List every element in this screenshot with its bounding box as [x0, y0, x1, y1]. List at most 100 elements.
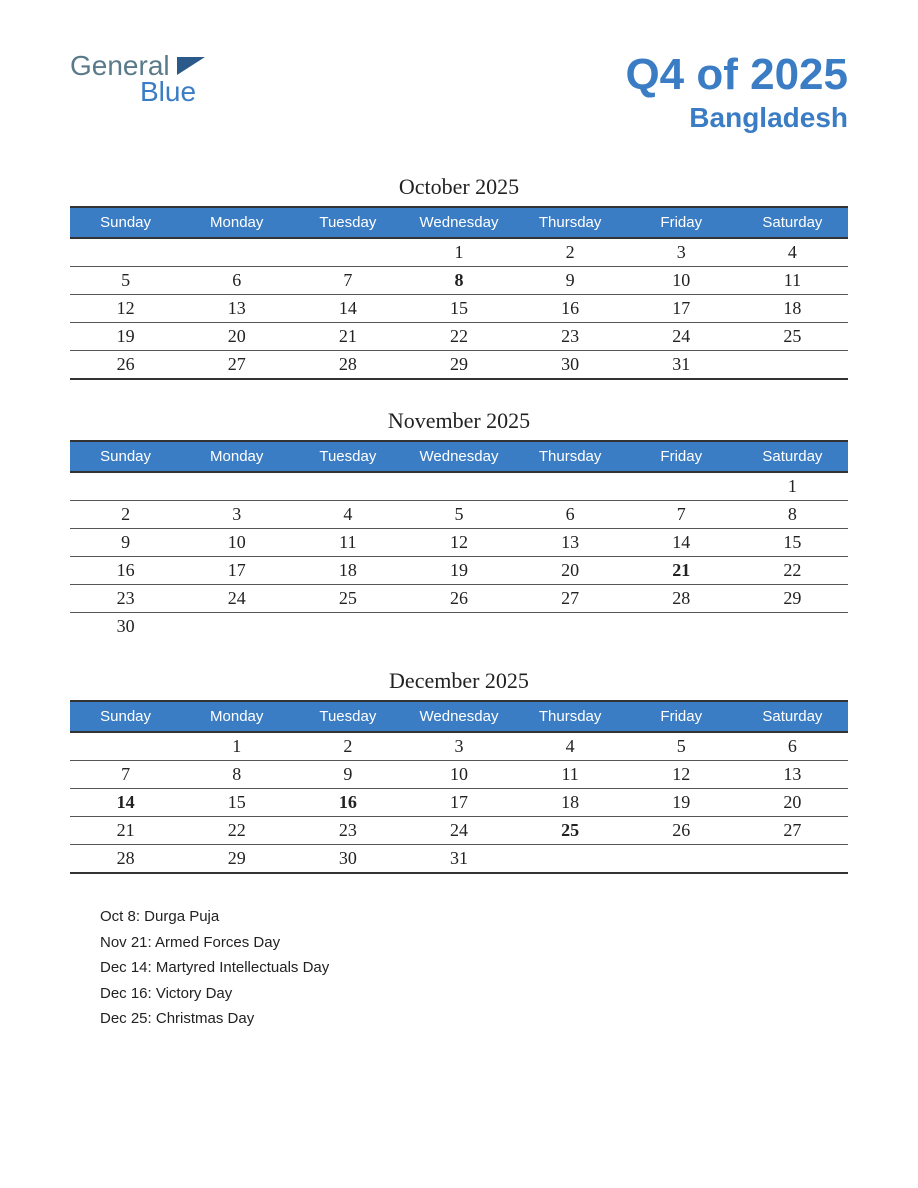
calendar-day: 29	[403, 351, 514, 380]
month-block: October 2025 SundayMondayTuesdayWednesday…	[70, 174, 848, 380]
calendar-day	[70, 472, 181, 501]
page-subtitle: Bangladesh	[625, 102, 848, 134]
calendar-day: 30	[70, 613, 181, 641]
holidays-list: Oct 8: Durga PujaNov 21: Armed Forces Da…	[100, 904, 848, 1032]
holiday-item: Dec 14: Martyred Intellectuals Day	[100, 955, 848, 981]
calendar-day: 9	[515, 267, 626, 295]
calendar-day: 28	[292, 351, 403, 380]
month-block: November 2025SundayMondayTuesdayWednesda…	[70, 408, 848, 640]
page-title: Q4 of 2025	[625, 50, 848, 100]
calendar-day	[737, 613, 848, 641]
calendar-day: 16	[515, 295, 626, 323]
calendar-day: 27	[515, 585, 626, 613]
calendar-day: 22	[403, 323, 514, 351]
calendar-day: 5	[70, 267, 181, 295]
calendar-day: 11	[292, 529, 403, 557]
calendar-day: 27	[181, 351, 292, 380]
calendar-day: 2	[515, 238, 626, 267]
day-header: Tuesday	[292, 207, 403, 238]
logo-text-blue: Blue	[140, 76, 196, 108]
calendar-day: 3	[626, 238, 737, 267]
calendar-day	[737, 845, 848, 874]
day-header: Sunday	[70, 441, 181, 472]
calendar-day: 25	[737, 323, 848, 351]
calendar-table: SundayMondayTuesdayWednesdayThursdayFrid…	[70, 440, 848, 640]
calendar-day: 17	[403, 789, 514, 817]
calendar-table: SundayMondayTuesdayWednesdayThursdayFrid…	[70, 700, 848, 874]
day-header: Monday	[181, 441, 292, 472]
calendar-day: 22	[181, 817, 292, 845]
calendar-day: 26	[626, 817, 737, 845]
calendar-day: 3	[181, 501, 292, 529]
day-header: Monday	[181, 701, 292, 732]
calendar-day: 3	[403, 732, 514, 761]
calendar-day: 12	[403, 529, 514, 557]
day-header: Friday	[626, 441, 737, 472]
calendar-day: 18	[737, 295, 848, 323]
month-title: December 2025	[70, 668, 848, 694]
calendar-day: 16	[70, 557, 181, 585]
calendar-day: 24	[403, 817, 514, 845]
calendar-day: 20	[181, 323, 292, 351]
calendar-day: 26	[70, 351, 181, 380]
calendar-day: 7	[626, 501, 737, 529]
calendar-day: 20	[515, 557, 626, 585]
day-header: Saturday	[737, 207, 848, 238]
calendar-day: 4	[515, 732, 626, 761]
calendar-day: 10	[181, 529, 292, 557]
calendar-day	[70, 238, 181, 267]
calendar-day: 30	[515, 351, 626, 380]
calendar-day: 28	[70, 845, 181, 874]
calendar-day: 12	[626, 761, 737, 789]
calendar-day: 18	[515, 789, 626, 817]
calendar-day: 14	[292, 295, 403, 323]
day-header: Tuesday	[292, 441, 403, 472]
day-header: Thursday	[515, 441, 626, 472]
day-header: Sunday	[70, 701, 181, 732]
day-header: Saturday	[737, 701, 848, 732]
calendar-day: 18	[292, 557, 403, 585]
calendar-day: 6	[515, 501, 626, 529]
holiday-item: Nov 21: Armed Forces Day	[100, 930, 848, 956]
calendar-day	[292, 238, 403, 267]
calendar-day: 15	[737, 529, 848, 557]
calendar-day: 25	[292, 585, 403, 613]
calendar-table: SundayMondayTuesdayWednesdayThursdayFrid…	[70, 206, 848, 380]
calendar-day: 29	[181, 845, 292, 874]
calendar-day: 27	[737, 817, 848, 845]
calendar-day: 13	[181, 295, 292, 323]
calendar-day: 17	[181, 557, 292, 585]
calendar-day: 4	[737, 238, 848, 267]
day-header: Friday	[626, 701, 737, 732]
month-title: October 2025	[70, 174, 848, 200]
month-block: December 2025 SundayMondayTuesdayWednesda…	[70, 668, 848, 874]
calendar-day: 21	[70, 817, 181, 845]
calendar-day: 4	[292, 501, 403, 529]
day-header: Wednesday	[403, 207, 514, 238]
calendar-day: 31	[403, 845, 514, 874]
calendar-day: 5	[626, 732, 737, 761]
day-header: Thursday	[515, 207, 626, 238]
calendar-day	[181, 238, 292, 267]
calendar-day: 10	[403, 761, 514, 789]
calendar-day	[626, 472, 737, 501]
day-header: Thursday	[515, 701, 626, 732]
calendar-day	[626, 613, 737, 641]
day-header: Monday	[181, 207, 292, 238]
calendar-day	[403, 472, 514, 501]
holiday-item: Dec 25: Christmas Day	[100, 1006, 848, 1032]
holiday-item: Dec 16: Victory Day	[100, 981, 848, 1007]
calendar-day: 6	[181, 267, 292, 295]
calendar-day: 7	[292, 267, 403, 295]
day-header: Tuesday	[292, 701, 403, 732]
calendar-day: 25	[515, 817, 626, 845]
calendar-day	[515, 845, 626, 874]
calendar-day	[515, 613, 626, 641]
calendar-day: 21	[292, 323, 403, 351]
calendar-day: 19	[403, 557, 514, 585]
calendar-day: 12	[70, 295, 181, 323]
calendar-day	[403, 613, 514, 641]
calendar-day: 24	[181, 585, 292, 613]
calendar-day: 24	[626, 323, 737, 351]
calendar-day: 5	[403, 501, 514, 529]
